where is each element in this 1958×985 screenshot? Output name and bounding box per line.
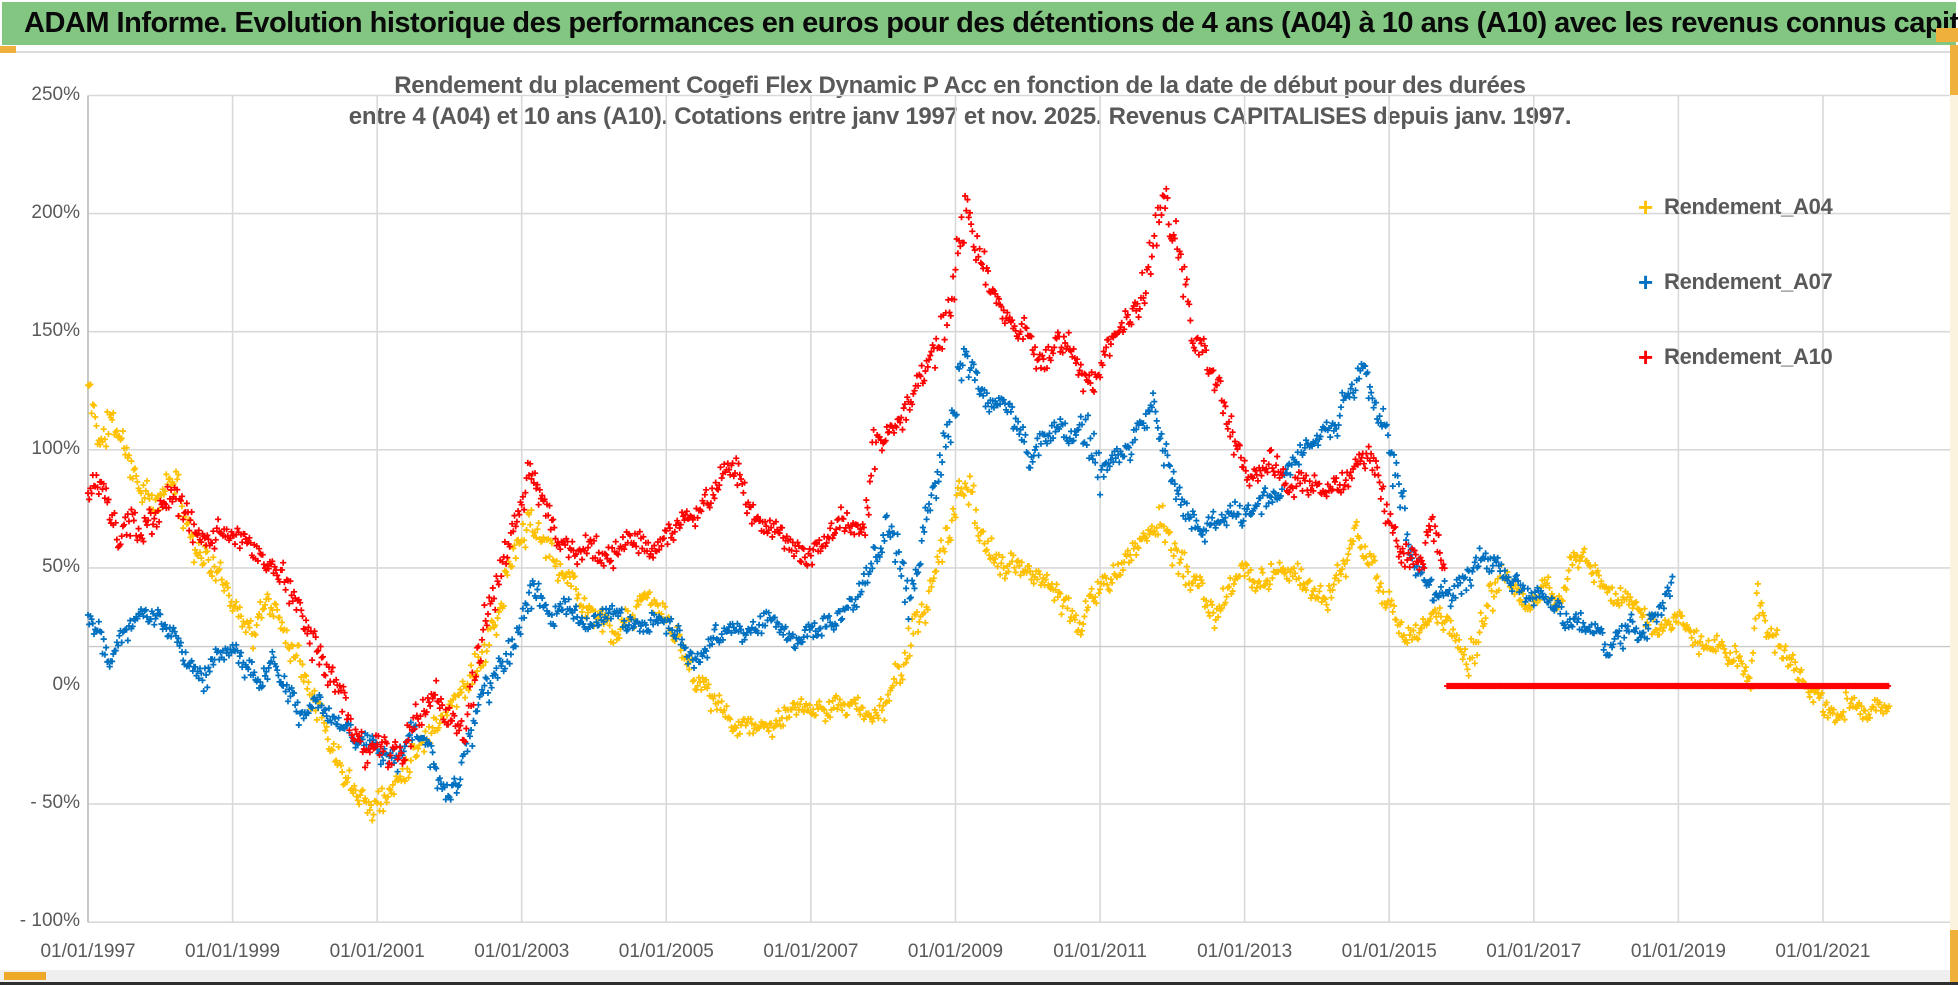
x-tick-label: 01/01/2005 — [618, 941, 714, 962]
y-tick-label: 50% — [41, 555, 80, 577]
report-header: ADAM Informe. Evolution historique des p… — [2, 2, 1958, 45]
right-edge-strip — [1950, 45, 1958, 982]
chart-title-line1: Rendement du placement Cogefi Flex Dynam… — [394, 72, 1526, 99]
y-tick-label: 150% — [31, 319, 80, 341]
x-tick-label: 01/01/1997 — [40, 941, 136, 962]
legend-item-a04[interactable]: + Rendement_A04 — [1638, 192, 1918, 222]
scrollbar-thumb[interactable] — [4, 972, 46, 980]
y-tick-label: 200% — [31, 201, 80, 223]
x-tick-label: 01/01/2007 — [763, 941, 859, 962]
x-tick-label: 01/01/2001 — [329, 941, 425, 962]
x-tick-label: 01/01/2003 — [474, 941, 570, 962]
legend-label: Rendement_A10 — [1664, 344, 1833, 369]
right-edge-gold-mark — [1936, 28, 1958, 42]
y-tick-label: 0% — [52, 674, 80, 695]
x-tick-label: 01/01/2017 — [1486, 941, 1582, 962]
x-tick-label: 01/01/2019 — [1630, 941, 1726, 962]
y-tick-label: - 100% — [19, 910, 80, 932]
x-tick-label: 01/01/2011 — [1053, 941, 1147, 962]
report-title: ADAM Informe. Evolution historique des p… — [24, 7, 1958, 39]
chart-legend: + Rendement_A04 + Rendement_A07 + Rendem… — [1638, 192, 1918, 417]
window-bottom-bar — [0, 982, 1958, 985]
header-divider — [0, 51, 1958, 53]
x-tick-label: 01/01/2015 — [1341, 941, 1437, 962]
legend-item-a07[interactable]: + Rendement_A07 — [1638, 267, 1918, 297]
plus-marker-icon: + — [1638, 342, 1654, 372]
legend-label: Rendement_A07 — [1664, 269, 1833, 294]
y-tick-label: 100% — [31, 437, 80, 459]
right-strip-gold-bottom — [1950, 930, 1958, 982]
y-tick-label: - 50% — [30, 792, 80, 814]
horizontal-scrollbar[interactable] — [0, 970, 1950, 982]
legend-item-a10[interactable]: + Rendement_A10 — [1638, 342, 1918, 372]
y-tick-label: 250% — [31, 83, 80, 105]
x-tick-label: 01/01/2013 — [1197, 941, 1293, 962]
x-tick-label: 01/01/2009 — [907, 941, 1004, 962]
plus-marker-icon: + — [1638, 267, 1654, 297]
plus-marker-icon: + — [1638, 192, 1654, 222]
x-tick-label: 01/01/2021 — [1775, 941, 1871, 962]
left-edge-gold-mark — [0, 46, 16, 53]
x-tick-label: 01/01/1999 — [185, 941, 281, 962]
legend-label: Rendement_A04 — [1664, 194, 1833, 219]
chart-title-line2: entre 4 (A04) et 10 ans (A10). Cotations… — [348, 103, 1572, 130]
right-strip-gold-top — [1950, 45, 1958, 95]
